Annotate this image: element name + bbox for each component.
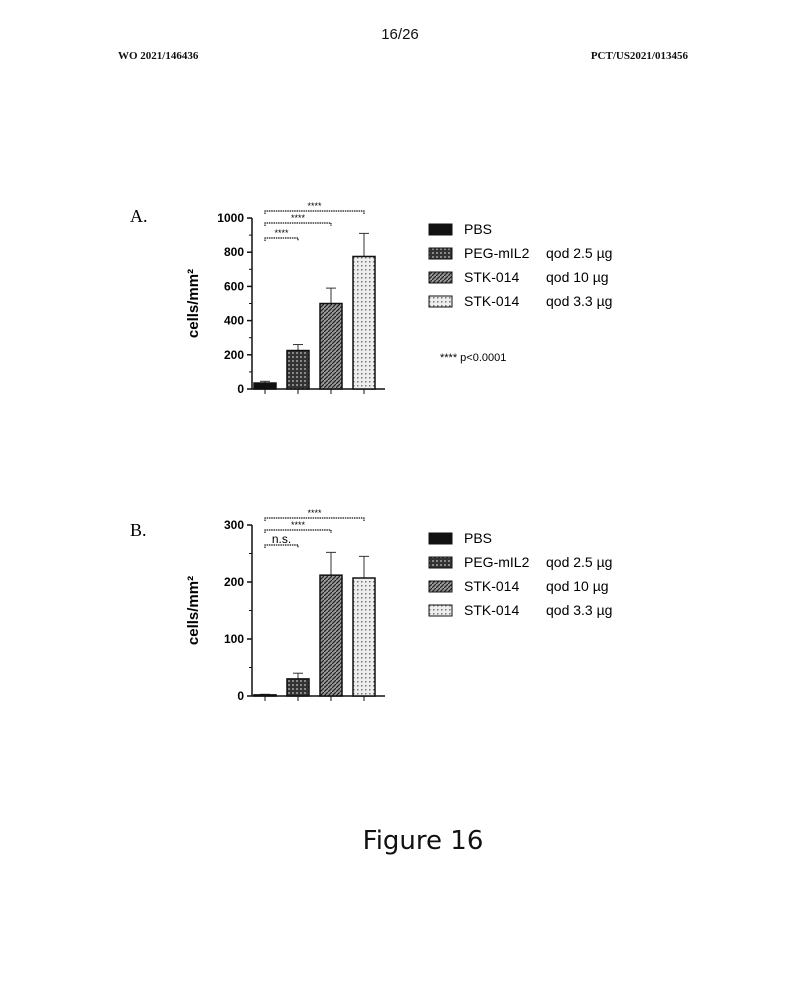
legend-name: STK-014 <box>464 269 519 285</box>
legend-dose: qod 3.3 µg <box>546 602 612 618</box>
bar-3 <box>352 255 376 390</box>
bar-2 <box>319 302 343 390</box>
legend-dose: qod 10 µg <box>546 269 609 285</box>
legend-swatch <box>428 271 453 284</box>
bar-3 <box>352 577 376 697</box>
legend-swatch <box>428 580 453 593</box>
legend-dose: qod 2.5 µg <box>546 554 612 570</box>
significance-bracket <box>264 222 332 226</box>
significance-label: **** <box>291 520 306 530</box>
bar-2 <box>319 574 343 697</box>
y-tick-label: 0 <box>237 689 244 703</box>
significance-bracket <box>264 237 299 241</box>
y-tick-label: 600 <box>224 279 244 293</box>
legend-dose: qod 2.5 µg <box>546 245 612 261</box>
y-axis-label: cells/mm² <box>185 269 202 338</box>
legend-name: PEG-mIL2 <box>464 554 530 570</box>
bar-0 <box>253 694 277 697</box>
legend-dose: qod 3.3 µg <box>546 293 612 309</box>
significance-bracket <box>264 210 365 214</box>
significance-label: **** <box>274 228 289 238</box>
y-tick-label: 100 <box>224 632 244 646</box>
legend-swatch <box>428 223 453 236</box>
bar-1 <box>286 349 310 390</box>
significance-label: **** <box>307 201 322 211</box>
y-tick-label: 200 <box>224 348 244 362</box>
legend-name: PEG-mIL2 <box>464 245 530 261</box>
legend-swatch <box>428 247 453 260</box>
y-tick-label: 0 <box>237 382 244 396</box>
legend-name: PBS <box>464 221 492 237</box>
significance-bracket <box>264 544 299 548</box>
figure-caption: Figure 16 <box>362 826 484 856</box>
y-tick-label: 800 <box>224 245 244 259</box>
application-number: PCT/US2021/013456 <box>590 50 688 62</box>
bar-1 <box>286 678 310 697</box>
legend-name: PBS <box>464 530 492 546</box>
legend-swatch <box>428 532 453 545</box>
y-tick-label: 1000 <box>217 211 244 225</box>
panel-label: A. <box>130 206 148 226</box>
y-tick-label: 200 <box>224 575 244 589</box>
significance-bracket <box>264 529 332 533</box>
legend-name: STK-014 <box>464 602 519 618</box>
legend-dose: qod 10 µg <box>546 578 609 594</box>
y-tick-label: 400 <box>224 314 244 328</box>
y-tick-label: 300 <box>224 518 244 532</box>
publication-number: WO 2021/146436 <box>118 50 199 62</box>
p-value-note: **** p<0.0001 <box>440 352 506 364</box>
significance-label: **** <box>291 213 306 223</box>
legend-swatch <box>428 295 453 308</box>
significance-bracket <box>264 517 365 521</box>
significance-label: n.s. <box>272 532 291 546</box>
legend-name: STK-014 <box>464 578 519 594</box>
legend-swatch <box>428 556 453 569</box>
legend-swatch <box>428 604 453 617</box>
legend-name: STK-014 <box>464 293 519 309</box>
bar-0 <box>253 382 277 390</box>
significance-label: **** <box>307 508 322 518</box>
y-axis-label: cells/mm² <box>185 576 202 645</box>
panel-label: B. <box>130 520 147 540</box>
page-number: 16/26 <box>381 26 419 43</box>
